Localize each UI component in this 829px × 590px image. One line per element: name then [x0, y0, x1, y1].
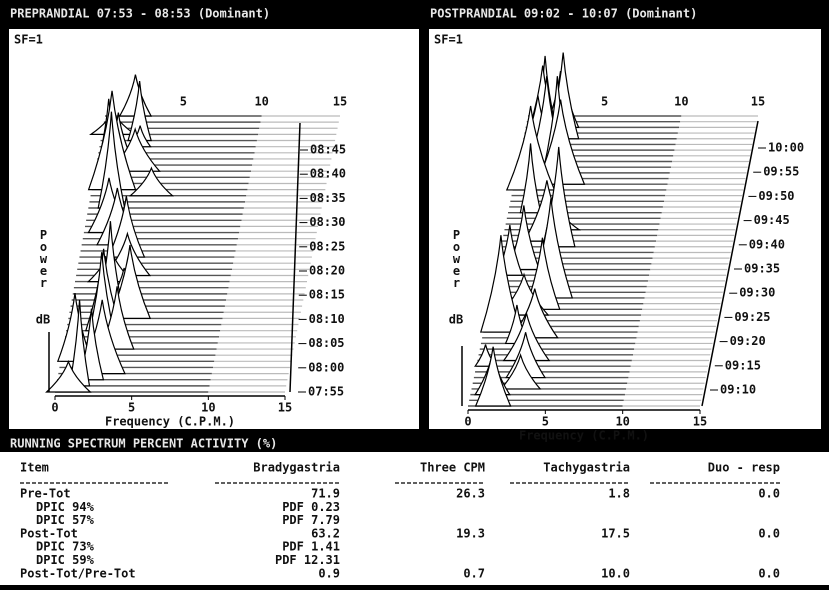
front-tick-label: 15	[278, 401, 292, 415]
back-tick-label: 5	[180, 95, 187, 109]
row-label: Pre-Tot	[20, 487, 71, 501]
front-tick-label: 10	[615, 415, 629, 429]
time-label: 09:20	[730, 334, 766, 348]
scale-factor: SF=1	[14, 33, 43, 47]
front-tick-label: 0	[51, 401, 58, 415]
time-label: 08:40	[310, 167, 346, 181]
row-label: DPIC 73%	[36, 540, 95, 554]
cell: 10.0	[601, 566, 630, 580]
back-tick-label: 15	[751, 95, 765, 109]
cell: 0.0	[758, 566, 780, 580]
cell: PDF 7.79	[282, 513, 340, 527]
time-label: 08:10	[309, 312, 345, 326]
time-label: 09:55	[763, 165, 799, 179]
column-header: Duo - resp	[708, 461, 780, 475]
cell: PDF 12.31	[275, 553, 340, 567]
y-axis-label: Power	[450, 228, 464, 288]
row-label: DPIC 59%	[36, 553, 95, 567]
row-label: Post-Tot	[20, 526, 78, 540]
time-label: 09:25	[734, 310, 770, 324]
time-label: 08:35	[310, 191, 346, 205]
time-label: 08:30	[309, 215, 345, 229]
panel: SF=1 0 5 10 15 5 10 15 10:00 09:55 09:50 09:45 09:40…	[428, 28, 822, 443]
row-label: Post-Tot/Pre-Tot	[20, 566, 136, 580]
cell: 71.9	[311, 487, 340, 501]
cell: 1.8	[608, 487, 630, 501]
time-label: 08:05	[308, 336, 344, 350]
time-label: 08:20	[309, 264, 345, 278]
column-header: Three CPM	[420, 461, 485, 475]
time-label: 10:00	[768, 141, 804, 155]
column-header: Bradygastria	[253, 461, 340, 475]
time-label: 08:25	[309, 239, 345, 253]
back-tick-label: 5	[601, 95, 608, 109]
time-label: 09:40	[749, 237, 785, 251]
column-header: Tachygastria	[543, 461, 630, 475]
cell: 0.0	[758, 487, 780, 501]
panel: SF=1 0 5 10 15 5 10 15 08:45 08:40 08:35 08:30 08:25…	[8, 28, 420, 430]
front-tick-label: 5	[542, 415, 549, 429]
time-label: 08:45	[310, 143, 346, 157]
screen: RUNNING SPECTRUM PERCENT ACTIVITY (%) PR…	[0, 0, 829, 590]
panel-title: PREPRANDIAL 07:53 - 08:53 (Dominant)	[10, 7, 270, 21]
cell: 0.0	[758, 526, 780, 540]
table-area	[0, 452, 829, 585]
cell: PDF 0.23	[282, 500, 340, 514]
time-label: 09:45	[754, 213, 790, 227]
scale-factor: SF=1	[434, 33, 463, 47]
cell: 26.3	[456, 487, 485, 501]
cell: 63.2	[311, 526, 340, 540]
cell: 17.5	[601, 526, 630, 540]
column-header: Item	[20, 461, 49, 475]
front-tick-label: 5	[128, 401, 135, 415]
cell: 0.9	[318, 566, 340, 580]
row-label: DPIC 57%	[36, 513, 95, 527]
time-label: 09:50	[758, 189, 794, 203]
time-label: 07:55	[308, 385, 344, 399]
time-label: 08:00	[308, 360, 344, 374]
page: {"panels": [ {"title": "PREPRANDIAL 07:5…	[0, 0, 829, 590]
row-label: DPIC 94%	[36, 500, 95, 514]
x-axis-label: Frequency (C.P.M.)	[105, 415, 235, 429]
y-axis-unit: dB	[449, 313, 463, 327]
cell: 0.7	[463, 566, 485, 580]
x-axis-label: Frequency (C.P.M.)	[519, 429, 649, 443]
panel-title: POSTPRANDIAL 09:02 - 10:07 (Dominant)	[430, 7, 697, 21]
cell: PDF 1.41	[282, 540, 340, 554]
time-label: 09:35	[744, 262, 780, 276]
front-tick-label: 0	[464, 415, 471, 429]
time-label: 09:30	[739, 286, 775, 300]
time-label: 09:15	[725, 358, 761, 372]
front-tick-label: 15	[693, 415, 707, 429]
y-axis-label: Power	[37, 228, 51, 288]
cell: 19.3	[456, 526, 485, 540]
back-tick-label: 10	[254, 95, 268, 109]
back-tick-label: 15	[333, 95, 347, 109]
y-axis-unit: dB	[36, 313, 50, 327]
table-title: RUNNING SPECTRUM PERCENT ACTIVITY (%)	[10, 437, 277, 451]
front-tick-label: 10	[201, 401, 215, 415]
back-tick-label: 10	[674, 95, 688, 109]
time-label: 08:15	[309, 288, 345, 302]
time-label: 09:10	[720, 383, 756, 397]
